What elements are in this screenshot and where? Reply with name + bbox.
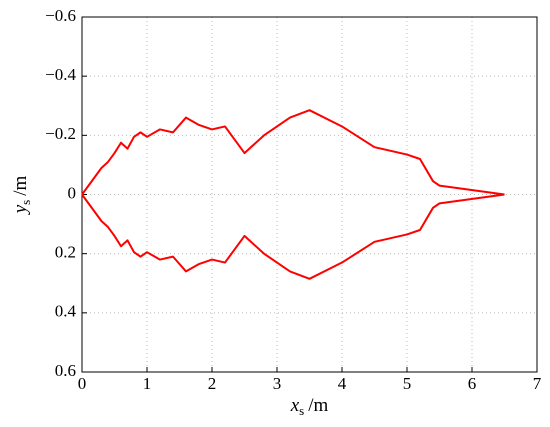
line-series [81,193,505,280]
x-label-main: x [290,395,300,416]
y-tick-label: −0.4 [45,65,76,84]
x-tick-label: 4 [338,374,347,393]
x-label-unit: /m [308,395,328,416]
line-series [81,109,505,196]
x-tick-label: 6 [468,374,477,393]
x-tick-label: 1 [143,374,152,393]
x-tick-label: 0 [78,374,87,393]
y-axis-label: ys/m [10,176,33,216]
y-label-unit: /m [10,176,31,196]
y-tick-label: 0.4 [55,302,77,321]
x-label-sub: s [299,403,304,418]
x-tick-label: 2 [208,374,217,393]
y-label-sub: s [18,200,33,205]
x-axis-label: xs/m [290,395,329,418]
y-tick-label: −0.2 [45,124,76,143]
y-label-main: y [10,204,31,215]
x-tick-label: 7 [533,374,542,393]
x-tick-label: 3 [273,374,282,393]
y-tick-label: 0 [68,183,77,202]
y-tick-label: −0.6 [45,6,76,25]
y-tick-label: 0.2 [55,243,76,262]
x-tick-label: 5 [403,374,412,393]
y-tick-label: 0.6 [55,361,76,380]
